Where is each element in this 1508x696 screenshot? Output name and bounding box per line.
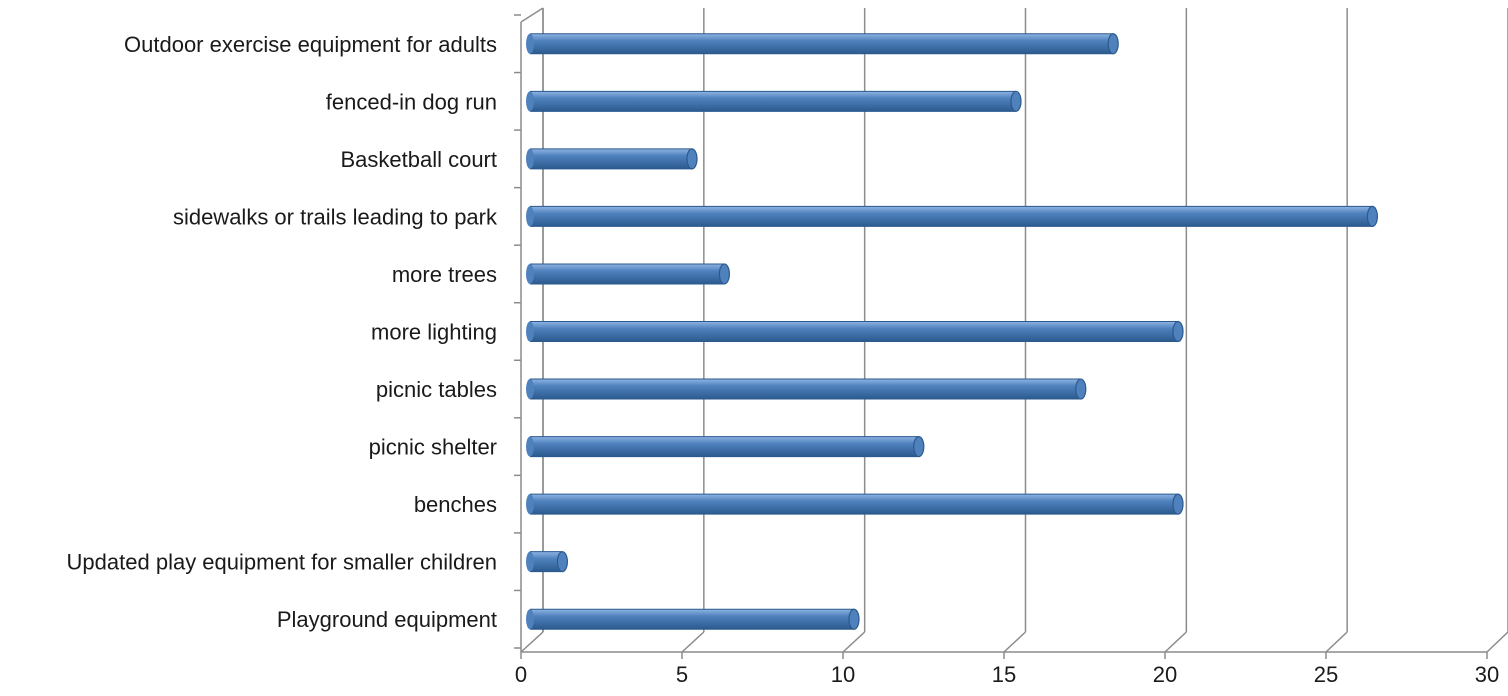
- floor-gridline: [520, 631, 544, 653]
- category-label: picnic shelter: [369, 435, 497, 460]
- floor-gridline: [1486, 631, 1508, 653]
- bar: [526, 148, 698, 170]
- category-label: Outdoor exercise equipment for adults: [124, 32, 497, 57]
- bar: [526, 90, 1022, 112]
- x-tick-label: 25: [1314, 662, 1338, 687]
- floor-gridline: [681, 631, 705, 653]
- x-tick-label: 20: [1153, 662, 1177, 687]
- x-tick-label: 30: [1475, 662, 1499, 687]
- bar: [526, 378, 1087, 400]
- category-label: Updated play equipment for smaller child…: [67, 550, 497, 575]
- category-label: more trees: [392, 262, 497, 287]
- category-label: benches: [414, 492, 497, 517]
- bar: [526, 320, 1184, 343]
- bar: [526, 551, 569, 573]
- x-tick-label: 0: [515, 662, 527, 687]
- floor-gridline: [842, 631, 866, 653]
- category-labels: Outdoor exercise equipment for adults fen…: [67, 32, 498, 632]
- y-axis-top-edge: [520, 7, 544, 23]
- x-tick-label: 10: [831, 662, 855, 687]
- floor-gridline: [1164, 631, 1187, 653]
- x-tick-label: 15: [992, 662, 1016, 687]
- bar: [526, 33, 1119, 55]
- category-label: fenced-in dog run: [326, 89, 497, 114]
- bar: [526, 608, 860, 630]
- category-label: sidewalks or trails leading to park: [173, 204, 498, 229]
- bar: [526, 493, 1184, 515]
- bars: [526, 33, 1379, 630]
- bar: [526, 205, 1379, 228]
- category-label: Playground equipment: [277, 607, 497, 632]
- x-tick-label: 5: [676, 662, 688, 687]
- x-tick-labels: 0 5 10 15 20 25 30: [515, 662, 1499, 687]
- floor-gridline: [1325, 631, 1348, 653]
- category-label: more lighting: [371, 320, 497, 345]
- floor-gridline: [1003, 631, 1027, 653]
- gridlines: [520, 8, 1508, 653]
- category-label: picnic tables: [376, 377, 497, 402]
- bar: [526, 263, 731, 285]
- axes: [514, 7, 1488, 659]
- category-label: Basketball court: [340, 147, 497, 172]
- bar: [526, 435, 925, 458]
